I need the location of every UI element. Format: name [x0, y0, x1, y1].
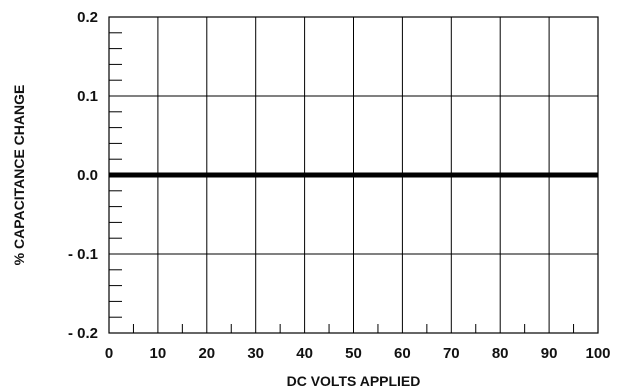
x-tick-label: 60 [394, 345, 411, 362]
x-tick-labels: 0 10 20 30 40 50 60 70 80 90 100 [105, 345, 611, 362]
y-axis-label: % CAPACITANCE CHANGE [11, 85, 27, 266]
y-tick-labels: 0.2 0.1 0.0 - 0.1 - 0.2 [68, 9, 98, 342]
x-tick-label: 80 [492, 345, 509, 362]
y-tick-label: 0.1 [77, 88, 98, 105]
x-tick-label: 10 [150, 345, 167, 362]
plot-frame [108, 16, 599, 334]
minor-ticks [109, 32, 575, 333]
y-tick-label: - 0.2 [68, 325, 98, 342]
x-axis-label: DC VOLTS APPLIED [287, 373, 421, 389]
x-tick-label: 40 [296, 345, 313, 362]
y-tick-label: 0.2 [77, 9, 98, 26]
x-tick-label: 0 [105, 345, 113, 362]
x-tick-label: 20 [198, 345, 215, 362]
y-tick-label: 0.0 [77, 167, 98, 184]
x-tick-label: 50 [345, 345, 362, 362]
x-tick-label: 70 [443, 345, 460, 362]
y-tick-label: - 0.1 [68, 246, 98, 263]
x-tick-label: 100 [585, 345, 610, 362]
x-tick-label: 30 [247, 345, 264, 362]
x-tick-label: 90 [541, 345, 558, 362]
